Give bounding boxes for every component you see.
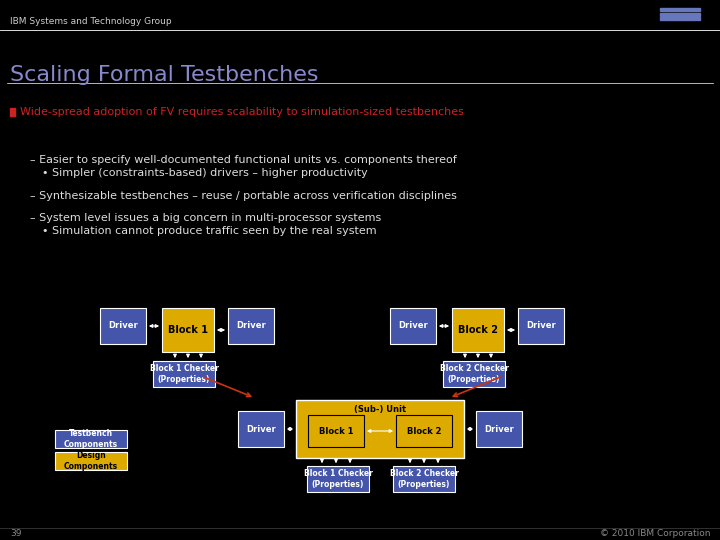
Text: Testbench
Components: Testbench Components xyxy=(64,429,118,449)
FancyBboxPatch shape xyxy=(296,400,464,458)
Bar xyxy=(660,17,700,20)
Text: Block 1 Checker
(Properties): Block 1 Checker (Properties) xyxy=(150,364,218,384)
FancyBboxPatch shape xyxy=(307,466,369,492)
Text: • Simulation cannot produce traffic seen by the real system: • Simulation cannot produce traffic seen… xyxy=(42,226,377,236)
Text: Design
Components: Design Components xyxy=(64,451,118,471)
Text: Wide-spread adoption of FV requires scalability to simulation-sized testbenches: Wide-spread adoption of FV requires scal… xyxy=(20,107,464,117)
Bar xyxy=(660,8,700,11)
FancyBboxPatch shape xyxy=(393,466,455,492)
Text: Block 1: Block 1 xyxy=(319,427,354,435)
Text: © 2010 IBM Corporation: © 2010 IBM Corporation xyxy=(600,530,710,538)
FancyBboxPatch shape xyxy=(390,308,436,344)
FancyBboxPatch shape xyxy=(443,361,505,387)
Text: Driver: Driver xyxy=(246,424,276,434)
FancyBboxPatch shape xyxy=(518,308,564,344)
FancyBboxPatch shape xyxy=(153,361,215,387)
FancyBboxPatch shape xyxy=(238,411,284,447)
Text: Driver: Driver xyxy=(236,321,266,330)
Text: – System level issues a big concern in multi-processor systems: – System level issues a big concern in m… xyxy=(30,213,382,223)
FancyBboxPatch shape xyxy=(308,415,364,447)
FancyBboxPatch shape xyxy=(228,308,274,344)
Text: – Easier to specify well-documented functional units vs. components thereof: – Easier to specify well-documented func… xyxy=(30,155,456,165)
FancyBboxPatch shape xyxy=(452,308,504,352)
Text: Block 2: Block 2 xyxy=(458,325,498,335)
FancyBboxPatch shape xyxy=(476,411,522,447)
Text: Driver: Driver xyxy=(108,321,138,330)
Text: Block 2 Checker
(Properties): Block 2 Checker (Properties) xyxy=(440,364,508,384)
Text: IBM Systems and Technology Group: IBM Systems and Technology Group xyxy=(10,17,171,26)
Text: Scaling Formal Testbenches: Scaling Formal Testbenches xyxy=(10,65,318,85)
Text: • Simpler (constraints-based) drivers – higher productivity: • Simpler (constraints-based) drivers – … xyxy=(42,168,368,178)
Text: Driver: Driver xyxy=(526,321,556,330)
FancyBboxPatch shape xyxy=(396,415,452,447)
Text: Block 2: Block 2 xyxy=(407,427,441,435)
FancyBboxPatch shape xyxy=(162,308,214,352)
FancyBboxPatch shape xyxy=(55,452,127,470)
Text: Block 2 Checker
(Properties): Block 2 Checker (Properties) xyxy=(390,469,459,489)
Text: – Synthesizable testbenches – reuse / portable across verification disciplines: – Synthesizable testbenches – reuse / po… xyxy=(30,191,457,201)
Text: 39: 39 xyxy=(10,530,22,538)
Bar xyxy=(10,108,15,116)
Text: Driver: Driver xyxy=(398,321,428,330)
Text: Block 1 Checker
(Properties): Block 1 Checker (Properties) xyxy=(304,469,372,489)
FancyBboxPatch shape xyxy=(55,430,127,448)
FancyBboxPatch shape xyxy=(100,308,146,344)
Text: Block 1: Block 1 xyxy=(168,325,208,335)
Text: (Sub-) Unit: (Sub-) Unit xyxy=(354,405,406,414)
Bar xyxy=(660,12,700,16)
Text: Driver: Driver xyxy=(484,424,514,434)
